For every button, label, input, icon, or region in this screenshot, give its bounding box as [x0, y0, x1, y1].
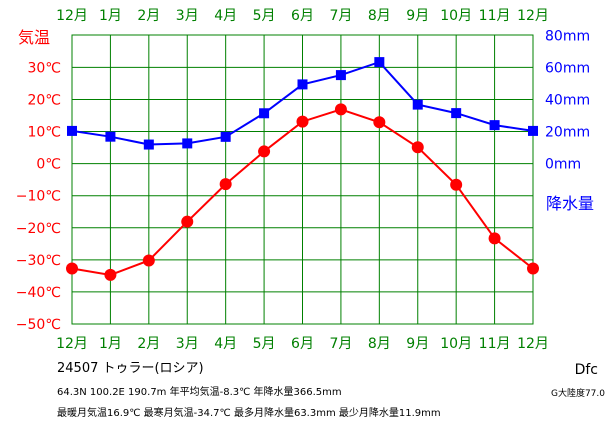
precipitation-point [220, 131, 231, 142]
temperature-point [373, 116, 386, 129]
temperature-point [450, 178, 463, 191]
precipitation-point [259, 108, 270, 119]
precipitation-point [297, 79, 308, 90]
month-label-bottom: 10月 [440, 336, 472, 352]
temperature-tick-label: 20℃ [27, 92, 61, 108]
temperature-tick-label: 30℃ [27, 60, 61, 76]
temperature-point [142, 254, 155, 267]
month-label-bottom: 8月 [368, 336, 391, 352]
temperature-point [181, 215, 194, 228]
precipitation-point [105, 131, 116, 142]
temperature-tick-label: 0℃ [36, 157, 61, 173]
temperature-point [104, 268, 117, 281]
temperature-tick-label: 10℃ [27, 125, 61, 141]
month-label-bottom: 6月 [291, 336, 314, 352]
month-label-top: 12月 [56, 8, 88, 24]
month-label-top: 5月 [253, 8, 276, 24]
temperature-tick-label: −30℃ [16, 253, 61, 269]
temperature-point [219, 178, 232, 191]
temperature-point [488, 232, 501, 245]
precipitation-tick-label: 0mm [545, 157, 581, 173]
precipitation-point [528, 125, 538, 136]
month-label-top: 4月 [214, 8, 237, 24]
temperature-point [296, 115, 309, 128]
precipitation-point [374, 57, 385, 68]
month-label-bottom: 12月 [56, 336, 88, 352]
precipitation-point [451, 108, 462, 119]
month-label-bottom: 11月 [479, 336, 511, 352]
temperature-point [334, 103, 347, 116]
climate-classification: Dfc [574, 362, 598, 378]
temperature-axis-label: 気温 [18, 28, 50, 47]
month-label-top: 12月 [517, 8, 549, 24]
precipitation-tick-label: 40mm [545, 92, 590, 108]
precipitation-point [489, 120, 500, 131]
month-label-top: 3月 [176, 8, 199, 24]
station-summary-line-2: 最暖月気温16.9℃ 最寒月気温-34.7℃ 最多月降水量63.3mm 最少月降… [57, 408, 441, 419]
month-label-top: 1月 [99, 8, 122, 24]
station-summary-line-1: 64.3N 100.2E 190.7m 年平均気温-8.3℃ 年降水量366.5… [57, 387, 342, 398]
month-label-bottom: 3月 [176, 336, 199, 352]
precipitation-tick-label: 60mm [545, 60, 590, 76]
precipitation-point [67, 125, 77, 136]
month-label-bottom: 4月 [214, 336, 237, 352]
precipitation-point [412, 99, 423, 110]
month-label-top: 9月 [406, 8, 429, 24]
month-label-bottom: 1月 [99, 336, 122, 352]
temperature-point [258, 145, 271, 158]
month-label-top: 2月 [137, 8, 160, 24]
temperature-tick-label: −10℃ [16, 189, 61, 205]
temperature-point [66, 262, 78, 275]
month-label-bottom: 7月 [329, 336, 352, 352]
month-label-top: 10月 [440, 8, 472, 24]
precipitation-point [335, 70, 346, 81]
month-label-top: 8月 [368, 8, 391, 24]
precipitation-point [182, 138, 193, 149]
month-label-bottom: 2月 [137, 336, 160, 352]
temperature-tick-label: −20℃ [16, 221, 61, 237]
precipitation-axis-label: 降水量 [546, 194, 594, 213]
month-label-bottom: 5月 [253, 336, 276, 352]
month-label-top: 6月 [291, 8, 314, 24]
temperature-point [411, 141, 424, 154]
temperature-point [527, 262, 539, 275]
month-label-bottom: 9月 [406, 336, 429, 352]
month-label-top: 7月 [329, 8, 352, 24]
temperature-tick-label: −40℃ [16, 285, 61, 301]
precipitation-tick-label: 80mm [545, 28, 590, 44]
temperature-tick-label: −50℃ [16, 317, 61, 333]
continentality-index: G大陸度77.0 [550, 389, 605, 399]
month-label-top: 11月 [479, 8, 511, 24]
precipitation-point [143, 139, 154, 150]
precipitation-tick-label: 20mm [545, 125, 590, 141]
month-label-bottom: 12月 [517, 336, 549, 352]
station-name: 24507 トゥラー(ロシア) [57, 361, 204, 376]
